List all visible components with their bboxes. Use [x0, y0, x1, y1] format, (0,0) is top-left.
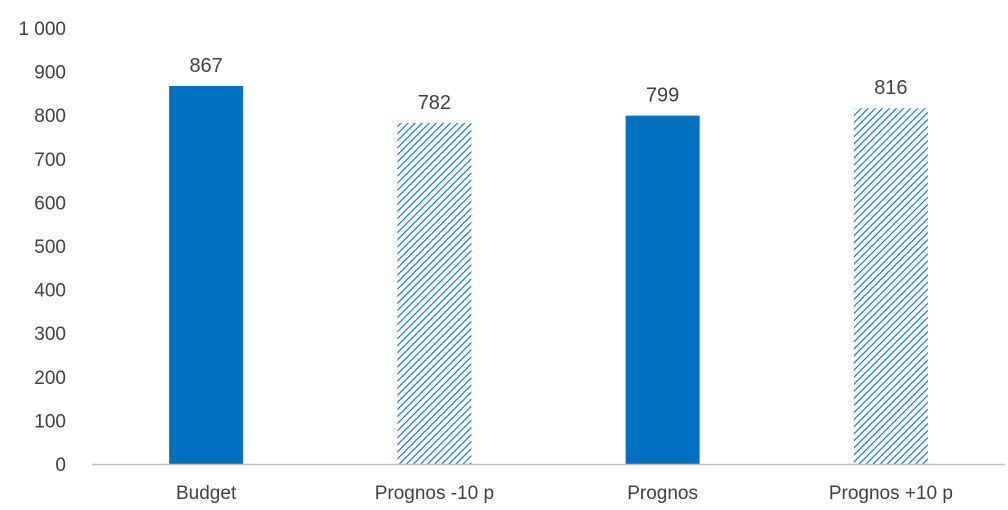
data-label: 816: [874, 77, 907, 99]
y-tick-label: 600: [34, 193, 66, 214]
y-tick-label: 100: [34, 411, 66, 432]
y-tick-label: 300: [34, 324, 66, 345]
y-tick-label: 900: [34, 63, 66, 84]
y-tick-label: 200: [34, 368, 66, 389]
y-tick-label: 700: [34, 150, 66, 171]
x-tick-label: Budget: [176, 483, 237, 504]
bars: [169, 85, 928, 465]
bar-prognos: [625, 115, 700, 465]
data-labels: 867 782 799 816: [189, 55, 907, 114]
y-tick-label: 1 000: [18, 19, 66, 40]
y-tick-label: 0: [55, 455, 66, 476]
x-tick-label: Prognos: [627, 483, 698, 504]
bar-budget: [169, 85, 244, 464]
bar-prognos-10-p: [397, 123, 472, 464]
y-tick-label: 400: [34, 281, 66, 302]
data-label: 782: [418, 92, 451, 114]
x-tick-label: Prognos -10 p: [375, 483, 494, 504]
x-axis: Budget Prognos -10 p Prognos Prognos +10 p: [92, 463, 1005, 504]
data-label: 867: [189, 55, 222, 77]
bar-prognos-10-p: [853, 108, 928, 464]
y-tick-label: 500: [34, 237, 66, 258]
y-tick-label: 800: [34, 106, 66, 127]
data-label: 799: [646, 85, 679, 107]
y-axis: 0 100 200 300 400 500 600 700 800 900 1 000: [18, 19, 66, 476]
x-tick-label: Prognos +10 p: [829, 483, 953, 504]
